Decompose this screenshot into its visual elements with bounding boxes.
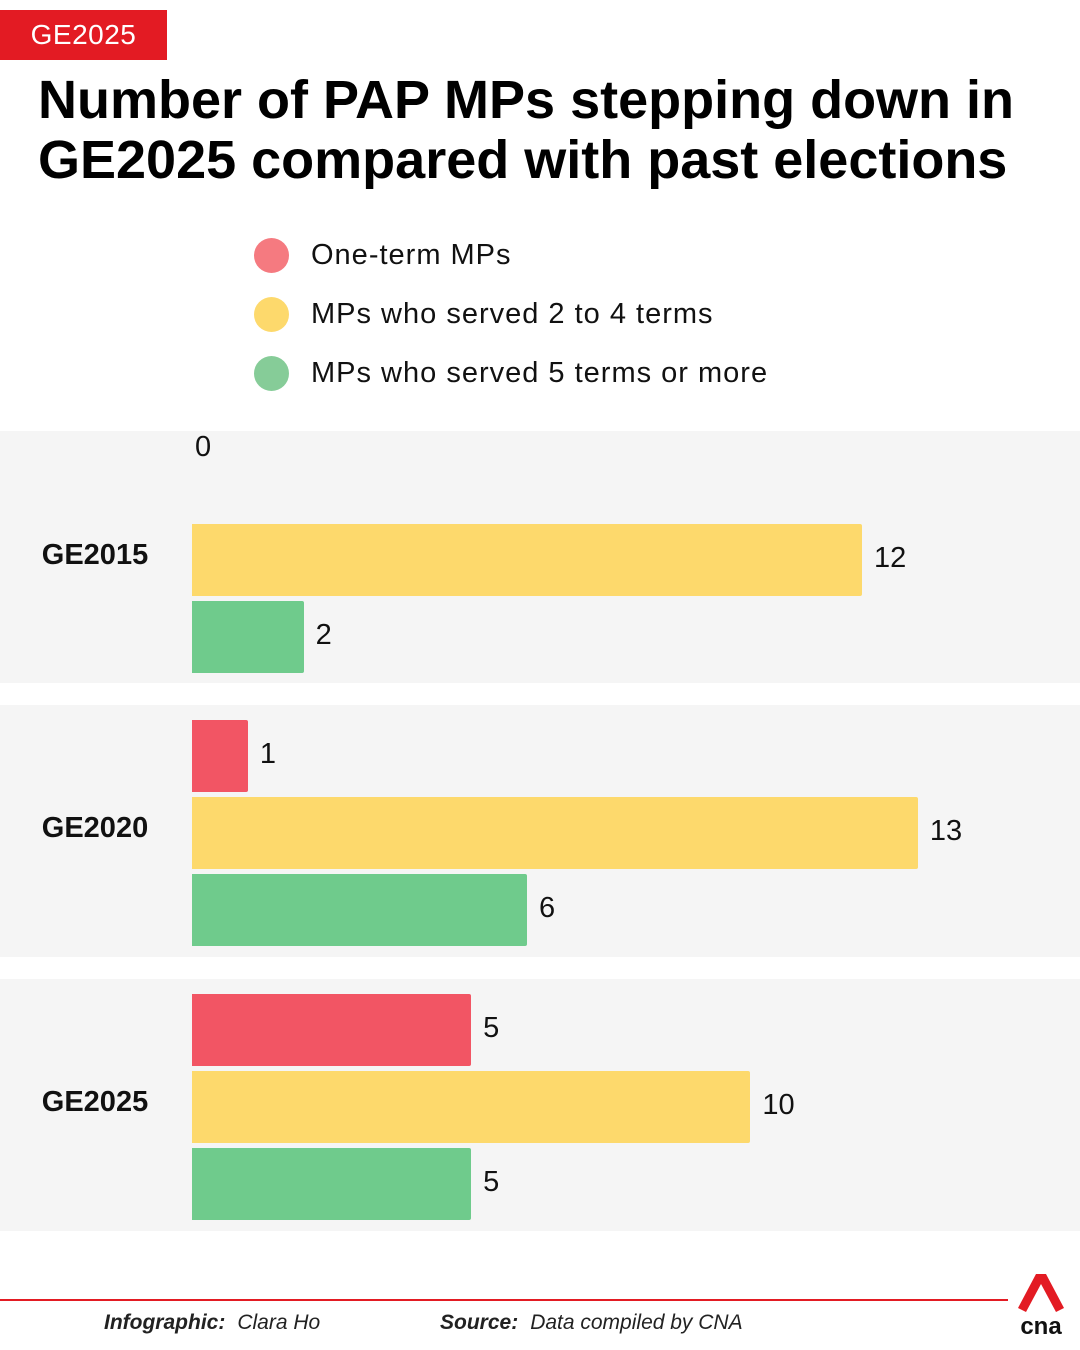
legend-label-five-plus: MPs who served 5 terms or more xyxy=(311,357,769,389)
value-label-ge2025-two-to-four: 10 xyxy=(762,1089,795,1121)
legend-item-five-plus: MPs who served 5 terms or more xyxy=(254,344,768,403)
title-line-2: GE2025 compared with past elections xyxy=(38,130,1008,190)
chart-title: Number of PAP MPs stepping down in GE202… xyxy=(38,70,1068,190)
bar-ge2020-two-to-four xyxy=(192,797,918,869)
value-label-ge2025-five-plus: 5 xyxy=(483,1166,500,1198)
legend-label-two-to-four: MPs who served 2 to 4 terms xyxy=(311,298,714,330)
bar-ge2020-five-plus xyxy=(192,874,527,946)
legend-dot-two-to-four xyxy=(254,297,289,332)
value-label-ge2020-five-plus: 6 xyxy=(539,892,556,924)
legend: One-term MPs MPs who served 2 to 4 terms… xyxy=(254,226,768,403)
value-label-ge2020-one-term: 1 xyxy=(259,738,276,770)
bar-ge2025-one-term xyxy=(192,994,472,1066)
bar-ge2025-two-to-four xyxy=(192,1071,751,1143)
title-line-1: Number of PAP MPs stepping down in xyxy=(38,70,1015,130)
source-value: Data compiled by CNA xyxy=(530,1311,743,1334)
value-label-ge2025-one-term: 5 xyxy=(483,1012,500,1044)
legend-item-two-to-four: MPs who served 2 to 4 terms xyxy=(254,285,768,344)
footer-divider xyxy=(0,1299,1008,1301)
bar-ge2020-one-term xyxy=(192,720,248,792)
category-label-ge2020: GE2020 xyxy=(41,812,149,844)
bar-ge2015-five-plus xyxy=(192,601,304,673)
bar-ge2015-two-to-four xyxy=(192,524,862,596)
category-label-ge2015: GE2015 xyxy=(41,539,149,571)
cna-logo: cna xyxy=(1018,1274,1064,1338)
legend-dot-one-term xyxy=(254,238,289,273)
value-label-ge2015-two-to-four: 12 xyxy=(874,542,907,574)
legend-dot-five-plus xyxy=(254,356,289,391)
legend-item-one-term: One-term MPs xyxy=(254,226,768,285)
infographic-credit: Infographic: Clara Ho xyxy=(104,1311,320,1335)
value-label-ge2015-one-term: 0 xyxy=(195,431,212,463)
source-credit: Source: Data compiled by CNA xyxy=(440,1311,743,1335)
value-label-ge2020-two-to-four: 13 xyxy=(929,815,963,847)
value-label-ge2015-five-plus: 2 xyxy=(315,619,332,651)
legend-label-one-term: One-term MPs xyxy=(311,239,512,271)
infographic-author: Clara Ho xyxy=(237,1311,321,1334)
source-label: Source: xyxy=(440,1311,519,1334)
bar-ge2025-five-plus xyxy=(192,1148,472,1220)
logo-text: cna xyxy=(1020,1313,1062,1338)
topic-tag: GE2025 xyxy=(0,10,167,60)
infographic-label: Infographic: xyxy=(104,1311,226,1334)
category-label-ge2025: GE2025 xyxy=(41,1086,149,1118)
